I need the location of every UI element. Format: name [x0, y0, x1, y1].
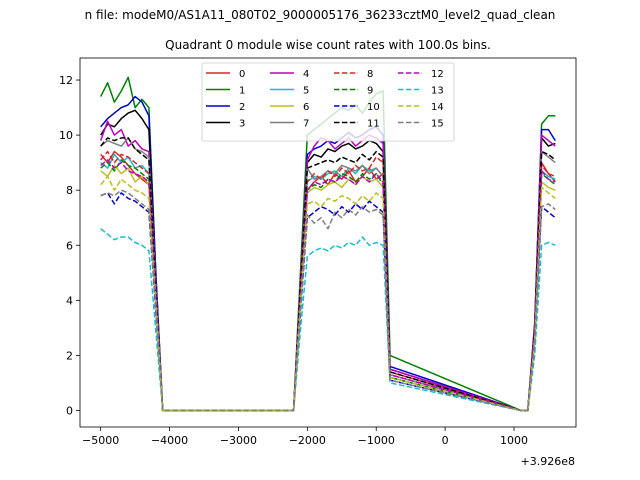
- series-line-4: [99, 120, 556, 412]
- x-tick-label: 1000: [500, 434, 528, 447]
- legend-label-13: 13: [431, 86, 444, 97]
- legend-box: [201, 62, 455, 142]
- legend-label-7: 7: [303, 119, 309, 130]
- legend-label-2: 2: [239, 102, 245, 113]
- chart-title: Quadrant 0 module wise count rates with …: [165, 38, 491, 52]
- x-axis: −5000 −4000 −3000 −2000 −1000 0 1000: [82, 427, 528, 447]
- x-offset-label: +3.926e8: [521, 455, 575, 468]
- y-axis: 0 2 4 6 8 10 12: [59, 74, 80, 417]
- legend-label-12: 12: [431, 69, 444, 80]
- series-line-14: [100, 175, 556, 412]
- y-tick-label: 12: [59, 74, 73, 87]
- x-tick-label: 0: [442, 434, 449, 447]
- legend-label-6: 6: [303, 102, 309, 113]
- legend-label-9: 9: [367, 86, 373, 97]
- legend-label-15: 15: [431, 119, 444, 130]
- x-tick-label: −1000: [358, 434, 395, 447]
- series-line-0: [100, 150, 556, 412]
- x-tick-label: −4000: [151, 434, 188, 447]
- x-tick-label: −3000: [220, 434, 257, 447]
- y-tick-label: 8: [66, 184, 73, 197]
- legend-label-8: 8: [367, 69, 373, 80]
- legend-label-3: 3: [239, 119, 245, 130]
- y-tick-label: 4: [66, 294, 73, 307]
- axes-frame: [79, 57, 577, 428]
- series-line-13: [100, 228, 556, 412]
- legend-label-0: 0: [239, 69, 245, 80]
- series-line-10: [100, 192, 556, 412]
- series-line-2: [100, 95, 556, 412]
- legend-label-1: 1: [239, 86, 245, 97]
- legend-label-14: 14: [431, 102, 444, 113]
- legend-label-4: 4: [303, 69, 309, 80]
- x-tick-label: −2000: [289, 434, 326, 447]
- series-line-6: [100, 164, 556, 412]
- series-line-15: [100, 189, 556, 412]
- series-line-9: [100, 159, 556, 412]
- x-tick-label: −5000: [82, 434, 119, 447]
- legend-label-10: 10: [367, 102, 380, 113]
- series-line-8: [100, 150, 556, 412]
- y-tick-label: 10: [59, 129, 73, 142]
- y-tick-label: 0: [66, 404, 73, 417]
- series-line-12: [100, 159, 556, 412]
- y-tick-label: 6: [66, 239, 73, 252]
- legend-label-5: 5: [303, 86, 309, 97]
- file-header: n file: modeM0/AS1A11_080T02_9000005176_…: [85, 8, 556, 22]
- series-line-5: [100, 153, 556, 412]
- legend-label-11: 11: [367, 119, 380, 130]
- series-line-3: [100, 109, 556, 412]
- y-tick-label: 2: [66, 349, 73, 362]
